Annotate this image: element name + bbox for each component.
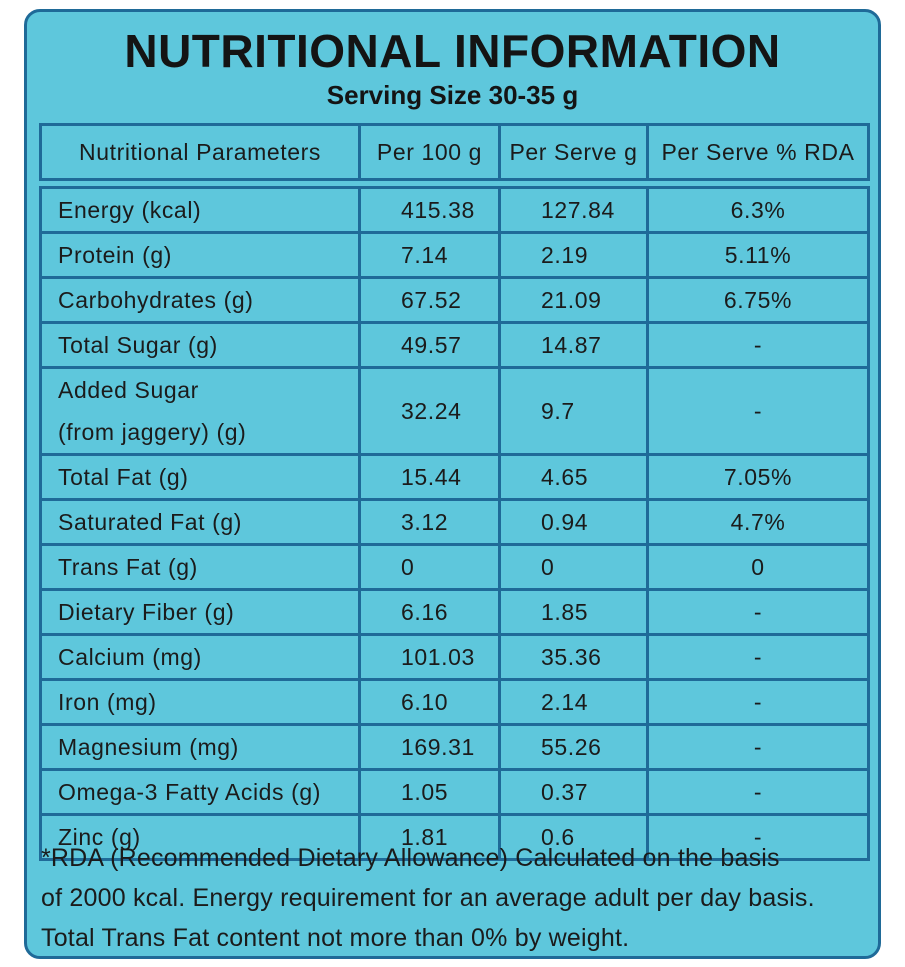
table-row: Energy (kcal) 415.38 127.84 6.3% — [39, 186, 870, 234]
table-row: Zinc (g) 1.81 0.6- — [39, 813, 870, 861]
nutrition-card: NUTRITIONAL INFORMATION Serving Size 30-… — [24, 9, 881, 959]
table-cell: 1.85 — [498, 588, 649, 636]
table-cell: 101.03 — [358, 633, 501, 681]
table-row: Calcium (mg) 101.03 35.36- — [39, 633, 870, 681]
table-cell: 7.14 — [358, 231, 501, 279]
table-cell: 415.38 — [358, 186, 501, 234]
table-cell: - — [646, 813, 870, 861]
table-cell: 127.84 — [498, 186, 649, 234]
header-row: Nutritional Parameters Per 100 g Per Serve… — [39, 123, 870, 181]
table-cell: Zinc (g) — [39, 813, 361, 861]
table-cell: 169.31 — [358, 723, 501, 771]
table-cell: 0.94 — [498, 498, 649, 546]
table-cell: Calcium (mg) — [39, 633, 361, 681]
table-cell: 14.87 — [498, 321, 649, 369]
table-cell: - — [646, 768, 870, 816]
table-cell: 3.12 — [358, 498, 501, 546]
table-cell: Trans Fat (g) — [39, 543, 361, 591]
table-cell: - — [646, 678, 870, 726]
table-cell: Total Fat (g) — [39, 453, 361, 501]
table-row: Total Sugar (g) 49.57 14.87- — [39, 321, 870, 369]
table-cell: 6.16 — [358, 588, 501, 636]
table-cell: 55.26 — [498, 723, 649, 771]
table-cell: - — [646, 321, 870, 369]
table-cell: 1.81 — [358, 813, 501, 861]
table-row: Carbohydrates (g) 67.52 21.09 6.75% — [39, 276, 870, 324]
table-row: Iron (mg) 6.10 2.14- — [39, 678, 870, 726]
table-row: Magnesium (mg) 169.31 55.26- — [39, 723, 870, 771]
table-cell: 1.05 — [358, 768, 501, 816]
table-cell: - — [646, 366, 870, 456]
table-cell: Omega-3 Fatty Acids (g) — [39, 768, 361, 816]
table-cell: 6.10 — [358, 678, 501, 726]
table-row: Added Sugar (from jaggery) (g) 32.24 9.7- — [39, 366, 870, 456]
column-header: Per 100 g — [358, 123, 501, 181]
table-cell: Carbohydrates (g) — [39, 276, 361, 324]
title: NUTRITIONAL INFORMATION — [124, 25, 781, 77]
table-row: Omega-3 Fatty Acids (g) 1.05 0.37- — [39, 768, 870, 816]
table-cell: 67.52 — [358, 276, 501, 324]
table-cell: 49.57 — [358, 321, 501, 369]
table-cell: 4.7% — [646, 498, 870, 546]
subtitle: Serving Size 30-35 g — [326, 80, 579, 110]
table-cell: - — [646, 723, 870, 771]
table-cell: 21.09 — [498, 276, 649, 324]
table-cell: 6.3% — [646, 186, 870, 234]
footnote-line: of 2000 kcal. Energy requirement for an … — [41, 884, 815, 912]
table-cell: 32.24 — [358, 366, 501, 456]
table-cell: 6.75% — [646, 276, 870, 324]
footnote: *RDA (Recommended Dietary Allowance) Cal… — [41, 838, 815, 958]
table-cell: 2.19 — [498, 231, 649, 279]
table-cell: Magnesium (mg) — [39, 723, 361, 771]
table-cell: 7.05% — [646, 453, 870, 501]
table-cell: 0 — [498, 543, 649, 591]
footnote-line: *RDA (Recommended Dietary Allowance) Cal… — [41, 844, 780, 872]
table-cell: 0 — [358, 543, 501, 591]
table-cell: 4.65 — [498, 453, 649, 501]
column-header: Per Serve g — [498, 123, 649, 181]
table-cell: - — [646, 633, 870, 681]
table-cell: Dietary Fiber (g) — [39, 588, 361, 636]
table-cell: 0 — [646, 543, 870, 591]
table-cell: Total Sugar (g) — [39, 321, 361, 369]
table-row: Trans Fat (g) 0 0 0 — [39, 543, 870, 591]
table-cell: 0.6 — [498, 813, 649, 861]
table-cell: Protein (g) — [39, 231, 361, 279]
column-header: Nutritional Parameters — [39, 123, 361, 181]
table-cell: 0.37 — [498, 768, 649, 816]
table-cell: 2.14 — [498, 678, 649, 726]
table-row: Total Fat (g) 15.44 4.65 7.05% — [39, 453, 870, 501]
table-cell: 15.44 — [358, 453, 501, 501]
table-cell: 35.36 — [498, 633, 649, 681]
table-row: Saturated Fat (g) 3.12 0.94 4.7% — [39, 498, 870, 546]
table-cell: - — [646, 588, 870, 636]
table-cell: Iron (mg) — [39, 678, 361, 726]
table-header: Nutritional Parameters Per 100 g Per Serve… — [39, 123, 870, 181]
table-cell: 5.11% — [646, 231, 870, 279]
table-row: Dietary Fiber (g) 6.16 1.85- — [39, 588, 870, 636]
table-cell: Added Sugar (from jaggery) (g) — [39, 366, 361, 456]
footnote-line: Total Trans Fat content not more than 0%… — [41, 924, 630, 952]
column-header: Per Serve % RDA — [646, 123, 870, 181]
table-row: Protein (g) 7.14 2.19 5.11% — [39, 231, 870, 279]
table-cell: 9.7 — [498, 366, 649, 456]
table-cell: Saturated Fat (g) — [39, 498, 361, 546]
table-body: Energy (kcal) 415.38 127.84 6.3% Protein (g)… — [39, 186, 870, 861]
table-cell: Energy (kcal) — [39, 186, 361, 234]
